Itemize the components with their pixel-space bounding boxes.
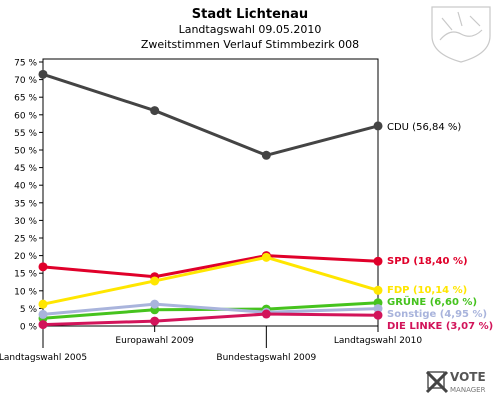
data-point <box>38 320 48 330</box>
y-tick-label: 45 % <box>14 164 37 174</box>
data-point <box>373 310 383 320</box>
data-point <box>38 299 48 309</box>
series-line <box>42 302 379 316</box>
series-lines <box>38 69 383 330</box>
y-tick-label: 10 % <box>14 287 37 297</box>
chart-subtitle-2: Zweitstimmen Verlauf Stimmbezirk 008 <box>141 38 359 51</box>
y-tick-label: 15 % <box>14 270 37 280</box>
y-tick-label: 25 % <box>14 235 37 245</box>
data-point <box>38 262 48 272</box>
y-tick-label: 30 % <box>14 217 37 227</box>
series-labels: CDU (56,84 %) SPD (18,40 %) FDP (10,14 %)G… <box>387 122 493 332</box>
series-label: FDP (10,14 %) <box>387 285 467 296</box>
data-point <box>261 150 271 160</box>
data-point <box>38 309 48 319</box>
x-tick-label: Landtagswahl 2010 <box>334 336 423 346</box>
y-tick-label: 35 % <box>14 199 37 209</box>
chart-title: Stadt Lichtenau <box>192 7 308 22</box>
series-label: GRÜNE (6,60 %) <box>387 294 477 308</box>
y-tick-label: 75 % <box>14 59 37 69</box>
y-tick-label: 20 % <box>14 252 37 262</box>
x-tick-label: Landtagswahl 2005 <box>0 353 87 363</box>
y-axis: 0 % 5 % 10 % 15 % 20 % 25 % 30 % 35 % 40 % 45 % 50… <box>14 59 43 333</box>
series-line <box>42 72 379 157</box>
x-tick-label: Europawahl 2009 <box>115 336 194 346</box>
data-point <box>150 299 160 309</box>
series-label: Sonstige (4,95 %) <box>387 309 487 320</box>
data-point <box>150 316 160 326</box>
data-point <box>373 285 383 295</box>
series-line <box>42 254 379 279</box>
series-line <box>42 255 379 306</box>
y-tick-label: 65 % <box>14 94 37 104</box>
y-tick-label: 0 % <box>20 323 38 333</box>
data-point <box>373 256 383 266</box>
series-label: SPD (18,40 %) <box>387 256 468 267</box>
data-point <box>150 106 160 116</box>
y-tick-label: 60 % <box>14 111 37 121</box>
x-tick-label: Bundestagswahl 2009 <box>216 353 316 363</box>
chart-subtitle: Landtagswahl 09.05.2010 <box>179 23 322 36</box>
ballot-check-icon <box>425 370 449 394</box>
y-tick-label: 50 % <box>14 147 37 157</box>
data-point <box>38 69 48 79</box>
series-label: CDU (56,84 %) <box>387 122 461 133</box>
y-tick-label: 40 % <box>14 182 37 192</box>
series-line <box>42 312 379 327</box>
x-axis: Landtagswahl 2005 Europawahl 2009 Bundesta… <box>0 326 422 363</box>
series-label: DIE LINKE (3,07 %) <box>387 321 493 332</box>
y-tick-label: 55 % <box>14 129 37 139</box>
plot-area <box>42 58 379 327</box>
data-point <box>261 252 271 262</box>
y-tick-label: 5 % <box>20 305 38 315</box>
votemanager-logo: VOTE MANAGER <box>425 370 486 394</box>
logo-text-vote: VOTE <box>450 370 486 384</box>
coat-of-arms-logo <box>431 6 491 63</box>
y-tick-label: 70 % <box>14 76 37 86</box>
data-point <box>261 309 271 319</box>
logo-text-manager: MANAGER <box>450 386 486 394</box>
data-point <box>373 121 383 131</box>
data-point <box>373 304 383 314</box>
data-point <box>150 276 160 286</box>
